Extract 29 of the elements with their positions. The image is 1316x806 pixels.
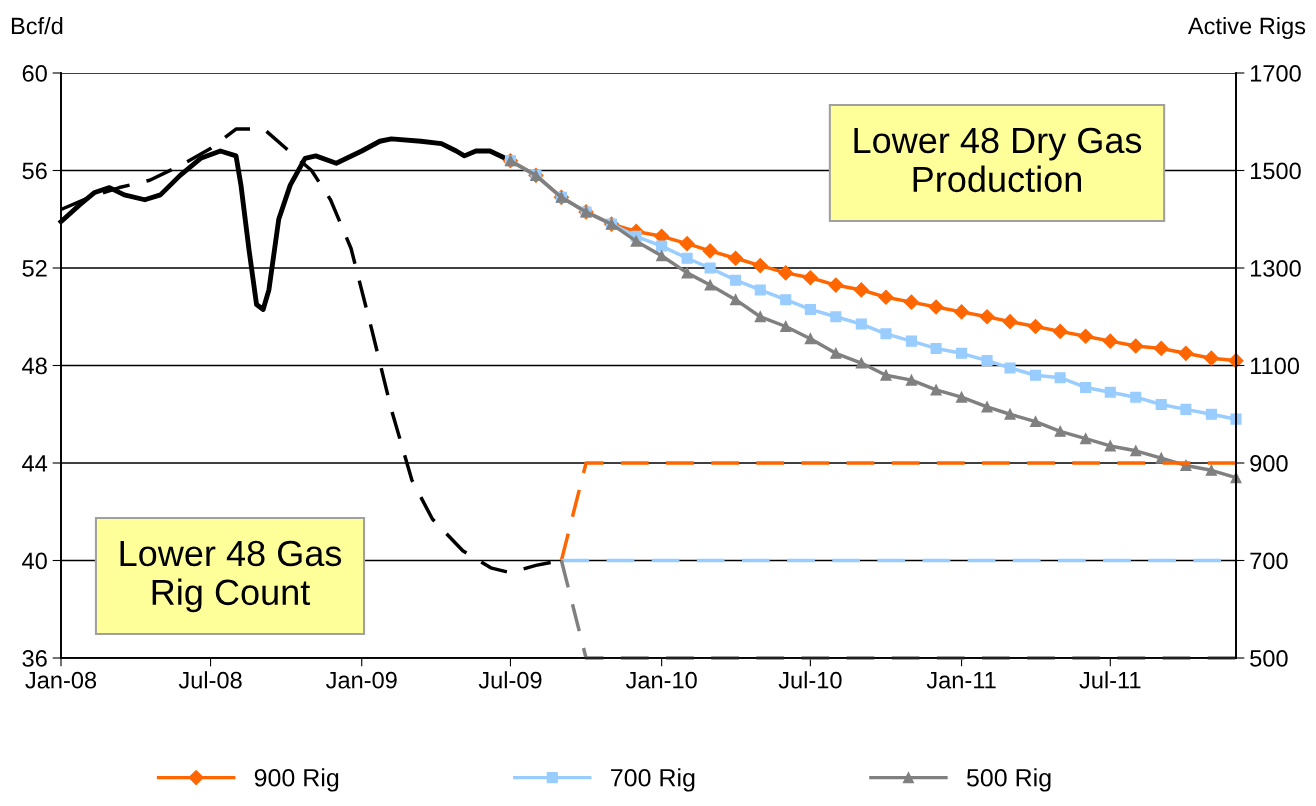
x-tick-label: Jul-11	[1079, 671, 1141, 689]
y-tick-label: 40	[22, 552, 47, 570]
y2-tick-label: 1300	[1250, 260, 1301, 277]
y-axis-title: Bcf/d	[11, 17, 63, 35]
y2-axis-title: Active Rigs	[1187, 17, 1306, 39]
x-tick-label: Jul-10	[778, 671, 842, 689]
x-tick-label: Jan-10	[625, 671, 697, 689]
y2-tick-label: 700	[1250, 552, 1288, 570]
y2-tick-label: 1700	[1250, 65, 1301, 82]
legend-label: 500 Rig	[966, 768, 1051, 792]
y-tick-label: 56	[22, 162, 47, 180]
annotation: Lower 48 Gas Rig Count	[120, 540, 342, 613]
annotation: Lower 48 Dry Gas Production	[854, 127, 1142, 193]
legend-label: 700 Rig	[611, 768, 695, 792]
y2-tick-label: 1500	[1250, 162, 1301, 180]
x-tick-label: Jul-08	[178, 671, 242, 689]
y-tick-label: 48	[22, 357, 47, 375]
y-tick-label: 36	[22, 650, 47, 667]
x-tick-label: Jul-09	[478, 671, 542, 689]
y-tick-label: 44	[22, 455, 48, 472]
y-tick-label: 52	[22, 260, 47, 277]
y2-tick-label: 500	[1250, 650, 1288, 667]
x-tick-label: Jan-09	[326, 671, 397, 689]
x-tick-label: Jan-08	[25, 671, 97, 689]
y2-tick-label: 1100	[1250, 357, 1300, 375]
y-tick-label: 60	[22, 65, 47, 82]
y2-tick-label: 900	[1250, 455, 1288, 472]
legend-label: 900 Rig	[254, 768, 339, 792]
x-tick-label: Jan-11	[926, 672, 996, 689]
